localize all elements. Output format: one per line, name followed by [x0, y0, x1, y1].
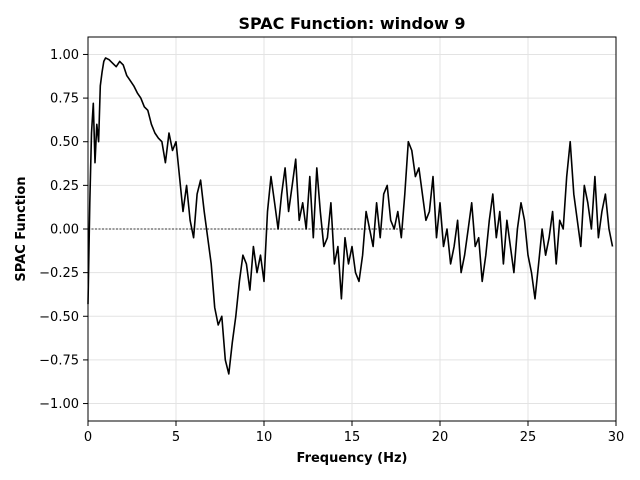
series-line-spac — [87, 57, 614, 375]
x-tick-label: 5 — [172, 430, 180, 445]
y-tick-label: −0.75 — [39, 353, 79, 368]
x-tick-label: 20 — [432, 430, 449, 445]
x-tick-label: 0 — [84, 430, 92, 445]
chart-title: SPAC Function: window 9 — [239, 14, 466, 33]
y-tick-label: 0.00 — [50, 223, 79, 238]
x-tick-label: 15 — [344, 430, 361, 445]
x-tick-label: 25 — [520, 430, 537, 445]
x-axis: 0 5 10 15 20 25 30 — [84, 421, 624, 445]
x-tick-label: 10 — [256, 430, 273, 445]
y-tick-label: 1.00 — [50, 48, 79, 63]
y-axis-title: SPAC Function — [14, 176, 29, 281]
y-tick-label: 0.50 — [50, 135, 79, 150]
y-tick-label: 0.75 — [50, 92, 79, 107]
y-tick-label: −0.25 — [39, 266, 79, 281]
series-group — [87, 57, 614, 375]
y-tick-label: −1.00 — [39, 397, 79, 412]
x-axis-title: Frequency (Hz) — [297, 451, 408, 466]
grid — [87, 37, 617, 421]
y-axis: −1.00 −0.75 −0.50 −0.25 0.00 0.25 0.50 0.75 1.00 — [39, 48, 88, 412]
y-tick-label: 0.25 — [50, 179, 79, 194]
x-tick-label: 30 — [608, 430, 625, 445]
y-tick-label: −0.50 — [39, 310, 79, 325]
